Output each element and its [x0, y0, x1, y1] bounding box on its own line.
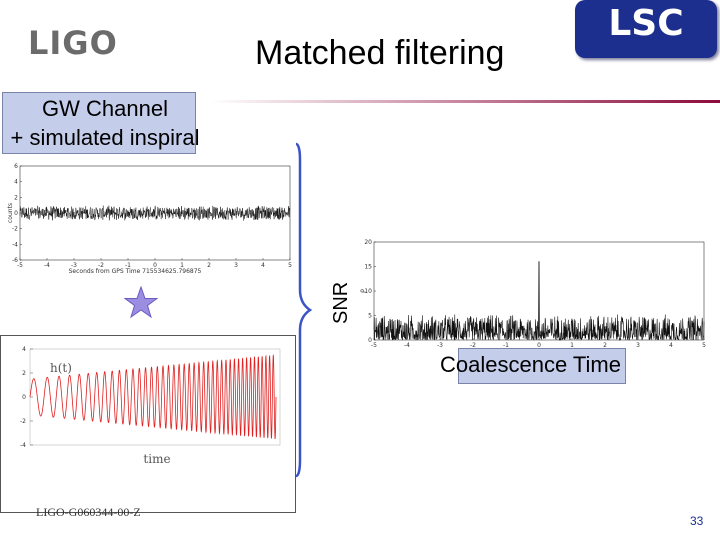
gw-channel-x-tick-label: 3 [234, 262, 238, 269]
snr-x-tick-label: 1 [570, 342, 574, 348]
snr-x-tick-label: 0 [537, 342, 541, 348]
gw-channel-x-tick-label: -1 [125, 262, 131, 269]
snr-x-tick-label: 3 [636, 342, 640, 348]
gw-channel-noise-path [19, 205, 291, 221]
gw-channel-x-tick-label: -5 [17, 262, 23, 269]
waveform-xlabel: time [143, 452, 170, 466]
snr-x-tick-label: 4 [669, 342, 673, 348]
snr-x-tick-label: 2 [603, 342, 607, 348]
gw-channel-ylabel: counts [7, 203, 14, 223]
snr-label: SNR [330, 282, 352, 324]
waveform-ylabel: h(t) [50, 361, 72, 375]
snr-y-tick-label: 15 [364, 264, 372, 271]
gw-channel-label-line2: + simulated inspiral [10, 125, 200, 150]
gw-channel-chart: -5 -4 -3 -2 -1 0 1 2 3 4 5 -6 -4 -2 0 2 4 6 Seconds from … [7, 163, 292, 275]
snr-chart: -5 -4 -3 -2 -1 0 1 2 3 4 5 0 5 10 15 20 ρ [360, 239, 706, 348]
waveform-y-tick-label: -2 [20, 418, 26, 425]
gw-channel-y-tick-label: 0 [14, 210, 18, 217]
gw-channel-y-tick-label: 2 [14, 194, 18, 201]
snr-x-tick-label: -2 [470, 342, 476, 348]
snr-x-tick-label: -5 [371, 342, 377, 348]
gw-channel-y-tick-label: 6 [14, 163, 18, 170]
snr-x-tick-label: 5 [702, 342, 706, 348]
coalescence-label-box [458, 348, 626, 384]
snr-x-tick-label: -1 [503, 342, 509, 348]
document-id: LIGO-G060344-00-Z [36, 505, 141, 519]
waveform-y-tick-label: 2 [22, 370, 26, 377]
snr-y-tick-label: 5 [368, 313, 372, 320]
waveform-axes: -4 -2 0 2 4 [20, 346, 281, 449]
gw-channel-y-tick-label: 4 [14, 179, 18, 186]
star-icon [124, 286, 158, 319]
slide-title: Matched filtering [255, 34, 505, 72]
gw-channel-x-tick-label: 1 [180, 262, 184, 269]
ligo-logo: LIGO [28, 24, 118, 62]
gw-channel-x-tick-label: 5 [288, 262, 292, 269]
gw-channel-x-tick-label: -2 [98, 262, 104, 269]
snr-x-tick-label: -4 [404, 342, 410, 348]
gw-channel-x-tick-label: 4 [261, 262, 265, 269]
snr-label-text: SNR [330, 282, 352, 324]
snr-y-tick-label: 10 [364, 288, 372, 295]
waveform-chart: -4 -2 0 2 4 h(t) time [20, 346, 281, 466]
snr-ylabel: ρ [360, 289, 366, 293]
gw-channel-y-tick-label: -4 [12, 241, 18, 248]
coalescence-label: Coalescence Time [440, 352, 621, 377]
snr-y-tick-label: 20 [364, 239, 372, 246]
inspiral-waveform-trace [29, 353, 277, 439]
gw-channel-x-tick-label: 0 [153, 262, 157, 269]
lsc-logo: LSC [575, 0, 717, 58]
page-number: 33 [690, 514, 704, 528]
gw-channel-xlabel: Seconds from GPS Time 715534625.796875 [69, 268, 202, 275]
gw-channel-x-tick-label: -3 [71, 262, 77, 269]
gw-channel-y-tick-label: -2 [12, 226, 18, 233]
snr-trace [373, 261, 705, 341]
waveform-y-tick-label: -4 [20, 442, 26, 449]
gw-channel-label-line1: GW Channel [42, 96, 168, 121]
gw-channel-label-box [2, 92, 196, 154]
gw-channel-noise-trace [19, 205, 291, 221]
waveform-y-tick-label: 0 [22, 394, 26, 401]
gw-channel-label: GW Channel + simulated inspiral [0, 94, 210, 152]
snr-x-tick-label: -3 [437, 342, 443, 348]
title-rule [210, 100, 720, 103]
waveform-y-tick-label: 4 [22, 346, 26, 353]
gw-channel-y-tick-label: -6 [12, 257, 18, 264]
right-brace [295, 142, 313, 478]
gw-channel-x-tick-label: -4 [44, 262, 50, 269]
snr-y-tick-label: 0 [368, 337, 372, 344]
gw-channel-x-tick-label: 2 [207, 262, 211, 269]
